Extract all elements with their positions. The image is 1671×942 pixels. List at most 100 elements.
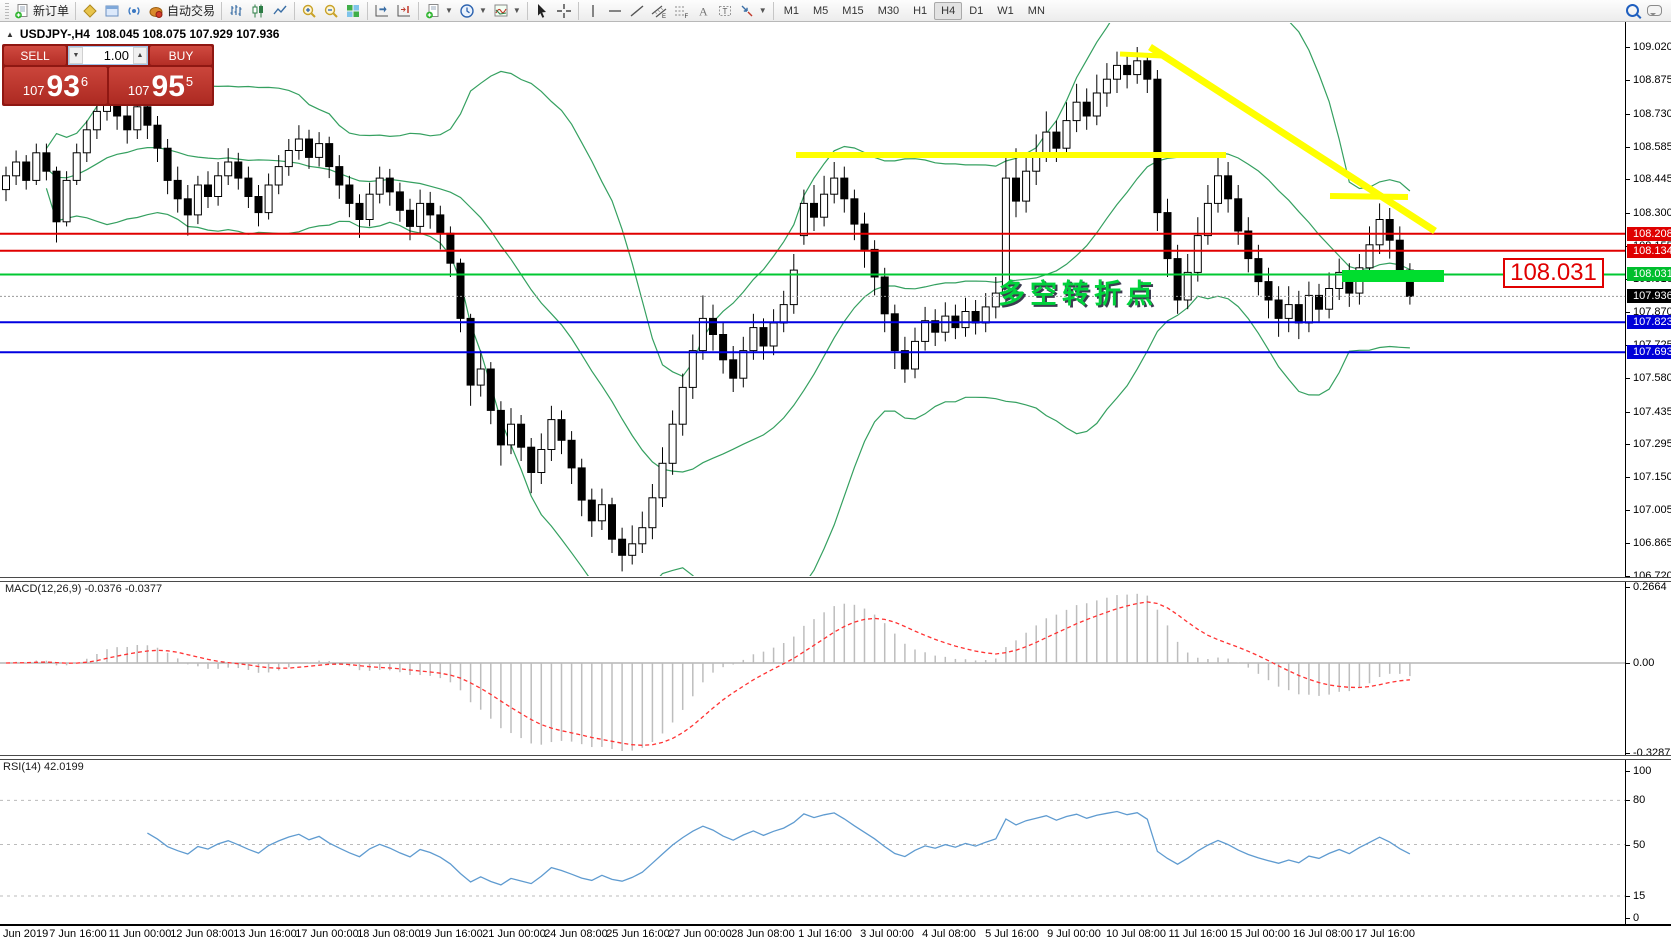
tf-button-H1[interactable]: H1	[913, 4, 928, 17]
new-order-button[interactable]: 新订单	[11, 1, 72, 21]
buy-price-display[interactable]: 107 95 5	[109, 67, 212, 104]
time-axis-label: 1 Jul 16:00	[798, 928, 852, 940]
tf-button-M5[interactable]: M5	[813, 4, 829, 17]
tf-button-M30[interactable]: M30	[877, 4, 900, 17]
rsi-panel[interactable]	[0, 799, 1625, 897]
text-label-button[interactable]: T	[714, 1, 736, 21]
bar-chart-button[interactable]	[225, 1, 247, 21]
price-tick-label: 106.865	[1626, 537, 1671, 549]
price-axis-badge: 107.823	[1627, 315, 1671, 330]
new-chart-dropdown[interactable]: ▼	[422, 1, 456, 21]
price-axis-badge: 107.936	[1627, 289, 1671, 304]
crosshair-button[interactable]	[553, 1, 575, 21]
tf-button-H4[interactable]: H4	[934, 1, 963, 20]
main-panel[interactable]	[0, 0, 1625, 609]
price-tick-label: 0.2664	[1626, 581, 1671, 593]
chart-title: ▲ USDJPY-,H4 108.045 108.075 107.929 107…	[6, 27, 279, 41]
indicators-icon	[494, 4, 508, 16]
broadcast-icon	[128, 6, 140, 15]
volume-spinner: ▼ ▲	[68, 46, 148, 65]
price-tick-label: 0.00	[1626, 657, 1671, 669]
time-axis-label: 7 Jun 16:00	[49, 928, 107, 940]
chart-annotation-text[interactable]: 多空转折点	[998, 279, 1158, 309]
price-axis[interactable]: 109.020 108.875 108.730 108.585 108.445 108.3…	[1625, 22, 1671, 925]
candlestick-chart-button[interactable]	[247, 1, 269, 21]
tf-button-D1[interactable]: D1	[969, 4, 984, 17]
time-axis-label: 5 Jul 16:00	[985, 928, 1039, 940]
price-tick-label: 108.875	[1626, 74, 1671, 86]
broadcast-button[interactable]	[123, 1, 145, 21]
price-tick-label: 108.730	[1626, 108, 1671, 120]
auto-scroll-button[interactable]	[371, 1, 393, 21]
chart-shift-button[interactable]	[393, 1, 415, 21]
price-axis-badge: 108.134	[1627, 243, 1671, 258]
arrows-dropdown[interactable]: ▼	[736, 1, 770, 21]
arrows-icon	[741, 5, 753, 16]
crosshair-icon	[556, 3, 571, 18]
chart-shift-icon	[397, 4, 411, 16]
panel-separator[interactable]	[0, 755, 1671, 760]
horizontal-level-lines[interactable]	[0, 232, 1625, 354]
tf-button-MN[interactable]: MN	[1027, 4, 1045, 17]
trendline-button[interactable]	[626, 1, 648, 21]
text-button[interactable]: A	[692, 1, 714, 21]
toolbar-separator	[772, 1, 774, 20]
price-axis-badge: 108.031	[1627, 267, 1671, 282]
timeframe-group: M1 M5 M15 M30 H1 H4 D1 W1 MN	[777, 1, 1052, 20]
chevron-down-icon: ▼	[512, 6, 521, 15]
equidistant-channel-button[interactable]: E	[648, 1, 670, 21]
cursor-button[interactable]	[531, 1, 553, 21]
price-callout-box[interactable]: 108.031	[1503, 258, 1604, 288]
tile-windows-button[interactable]	[342, 1, 364, 21]
diamond-icon	[83, 3, 97, 18]
clock-icon	[460, 3, 474, 18]
bollinger-bands	[45, 23, 1411, 576]
search-icon[interactable]	[1626, 4, 1639, 17]
tf-button-W1[interactable]: W1	[997, 4, 1014, 17]
tf-button-M15[interactable]: M15	[842, 4, 864, 17]
volume-input[interactable]	[83, 47, 133, 64]
volume-increase-button[interactable]: ▲	[133, 47, 147, 64]
chat-icon[interactable]	[1647, 5, 1662, 16]
zoom-out-button[interactable]	[320, 1, 342, 21]
tf-button-M1[interactable]: M1	[783, 4, 799, 17]
zoom-in-button[interactable]	[298, 1, 320, 21]
collapse-trade-panel-icon[interactable]: ▲	[6, 29, 14, 39]
period-dropdown[interactable]: ▼	[456, 1, 490, 21]
toolbar-right-group	[1626, 4, 1668, 17]
volume-decrease-button[interactable]: ▼	[69, 47, 83, 64]
fibonacci-button[interactable]: F	[670, 1, 692, 21]
toolbar-separator	[526, 1, 528, 20]
time-axis-label: 28 Jun 08:00	[731, 928, 795, 940]
toolbar-separator	[577, 1, 579, 20]
channel-icon: E	[651, 5, 667, 19]
time-axis-label: 9 Jul 00:00	[1047, 928, 1101, 940]
buy-price-handle: 107	[127, 83, 150, 98]
toolbar: 新订单 自动交易	[0, 0, 1671, 22]
line-chart-button[interactable]	[269, 1, 291, 21]
autotrading-button[interactable]: 自动交易	[145, 1, 218, 21]
text-icon: A	[699, 4, 708, 18]
panel-separator[interactable]	[0, 577, 1671, 582]
data-window-button[interactable]	[101, 1, 123, 21]
indicators-dropdown[interactable]: ▼	[490, 1, 524, 21]
sell-price-display[interactable]: 107 93 6	[4, 67, 107, 104]
sell-button[interactable]: SELL	[4, 46, 66, 65]
line-chart-icon	[273, 5, 287, 14]
macd-label: MACD(12,26,9) -0.0376 -0.0377	[5, 583, 163, 595]
macd-panel[interactable]	[0, 593, 1625, 751]
vertical-line-button[interactable]	[582, 1, 604, 21]
vertical-line-icon	[592, 4, 594, 17]
time-axis-label: 3 Jul 00:00	[860, 928, 914, 940]
profiles-button[interactable]	[79, 1, 101, 21]
green-highlight-rect[interactable]	[1342, 270, 1444, 282]
toolbar-drag-handle[interactable]	[5, 2, 9, 19]
time-axis[interactable]: Jun 2019 7 Jun 16:00 11 Jun 00:00 12 Jun 08…	[0, 925, 1671, 942]
yellow-trendlines[interactable]	[796, 44, 1437, 234]
rsi-line	[147, 810, 1411, 886]
time-axis-label: 21 Jun 00:00	[482, 928, 546, 940]
horizontal-line-button[interactable]	[604, 1, 626, 21]
buy-button[interactable]: BUY	[150, 46, 212, 65]
